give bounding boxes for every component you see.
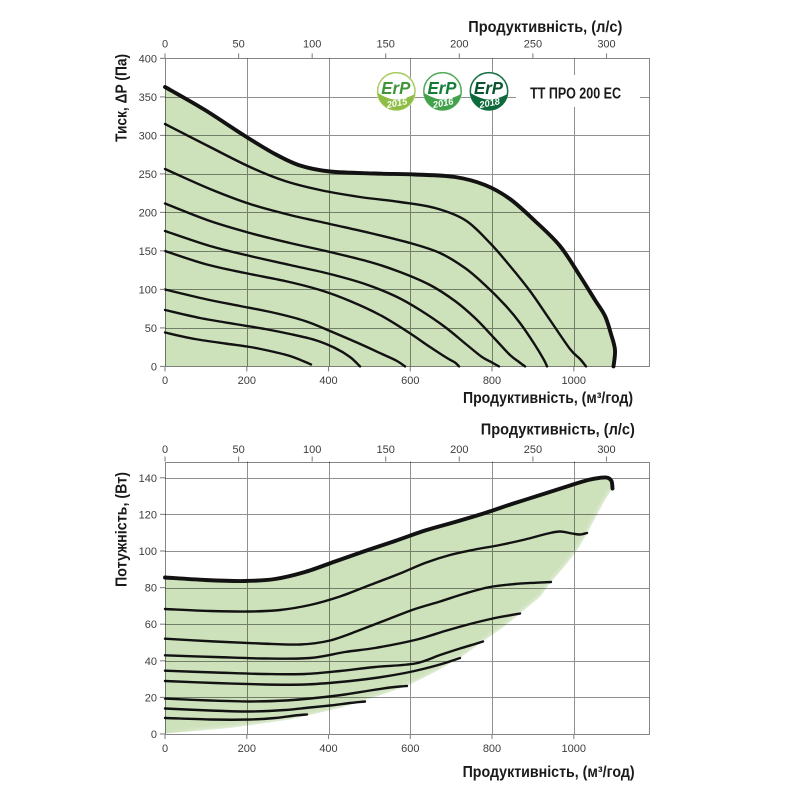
svg-text:120: 120 <box>139 509 157 521</box>
svg-text:50: 50 <box>232 39 244 51</box>
svg-text:150: 150 <box>377 444 395 456</box>
svg-text:250: 250 <box>524 444 542 456</box>
svg-text:0: 0 <box>162 375 168 387</box>
svg-text:250: 250 <box>139 169 157 181</box>
svg-text:800: 800 <box>483 375 501 387</box>
svg-text:60: 60 <box>145 619 157 631</box>
svg-text:ErP: ErP <box>381 78 410 98</box>
svg-text:Продуктивність, (м³/год): Продуктивність, (м³/год) <box>463 390 633 407</box>
svg-text:400: 400 <box>139 53 157 65</box>
svg-text:150: 150 <box>139 246 157 258</box>
svg-text:40: 40 <box>145 656 157 668</box>
svg-text:200: 200 <box>238 375 256 387</box>
svg-text:0: 0 <box>162 39 168 51</box>
svg-text:Продуктивність, (м³/год): Продуктивність, (м³/год) <box>463 764 635 781</box>
svg-text:140: 140 <box>139 473 157 485</box>
svg-text:0: 0 <box>162 444 168 456</box>
svg-text:2018: 2018 <box>478 96 502 110</box>
svg-text:300: 300 <box>139 130 157 142</box>
svg-text:20: 20 <box>145 692 157 704</box>
svg-text:0: 0 <box>151 729 157 741</box>
svg-text:100: 100 <box>139 546 157 558</box>
svg-text:400: 400 <box>319 743 337 755</box>
svg-text:ErP: ErP <box>428 78 457 98</box>
svg-text:Потужність, (Вт): Потужність, (Вт) <box>114 472 131 587</box>
svg-text:200: 200 <box>450 39 468 51</box>
svg-text:2016: 2016 <box>431 96 455 110</box>
svg-text:Продуктивність, (л/с): Продуктивність, (л/с) <box>481 422 635 439</box>
svg-text:150: 150 <box>377 39 395 51</box>
svg-text:50: 50 <box>232 444 244 456</box>
svg-text:300: 300 <box>597 444 615 456</box>
svg-text:200: 200 <box>450 444 468 456</box>
svg-text:300: 300 <box>597 39 615 51</box>
svg-text:2015: 2015 <box>385 96 409 110</box>
svg-text:1000: 1000 <box>562 743 586 755</box>
svg-text:Тиск, ΔР (Па): Тиск, ΔР (Па) <box>114 54 131 142</box>
svg-text:600: 600 <box>401 743 419 755</box>
svg-text:100: 100 <box>303 39 321 51</box>
svg-text:250: 250 <box>524 39 542 51</box>
svg-text:Продуктивність, (л/с): Продуктивність, (л/с) <box>468 19 622 36</box>
svg-text:80: 80 <box>145 583 157 595</box>
svg-text:200: 200 <box>139 207 157 219</box>
svg-text:0: 0 <box>162 743 168 755</box>
svg-text:350: 350 <box>139 92 157 104</box>
svg-text:600: 600 <box>401 375 419 387</box>
svg-text:400: 400 <box>319 375 337 387</box>
svg-text:ErP: ErP <box>474 78 503 98</box>
svg-text:800: 800 <box>483 743 501 755</box>
svg-text:100: 100 <box>139 284 157 296</box>
svg-text:50: 50 <box>145 323 157 335</box>
svg-text:ТТ ПРО 200 ЕС: ТТ ПРО 200 ЕС <box>530 86 621 103</box>
svg-text:1000: 1000 <box>562 375 586 387</box>
svg-text:0: 0 <box>151 361 157 373</box>
svg-text:100: 100 <box>303 444 321 456</box>
svg-text:200: 200 <box>238 743 256 755</box>
